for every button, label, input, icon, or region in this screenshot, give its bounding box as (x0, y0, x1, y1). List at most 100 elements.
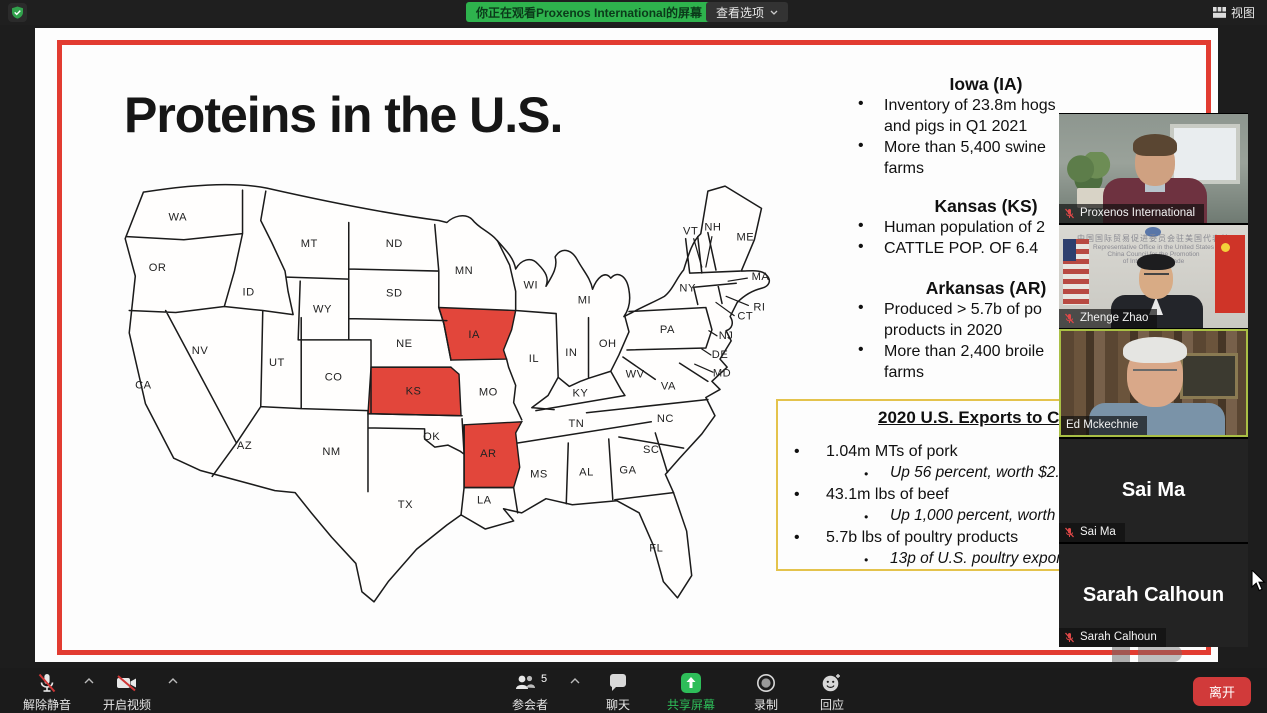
state-label-LA: LA (477, 495, 492, 507)
video-tile-zhenge[interactable]: 中国国际贸易促进委员会驻美国代表处 Representative Office … (1059, 224, 1248, 328)
chevron-down-icon (770, 10, 778, 15)
participant-name-chip: Sai Ma (1059, 523, 1125, 542)
export-item: 43.1m lbs of beef (826, 486, 949, 503)
shared-screen-slide: Proteins in the U.S. WA OR CA NV ID UT AZ MT WY C… (35, 28, 1218, 662)
state-label-GA: GA (619, 464, 636, 476)
export-item-sub: 13p of U.S. poultry export, (890, 550, 1071, 567)
state-label-IL: IL (529, 353, 539, 365)
state-label-OH: OH (599, 338, 617, 350)
state-label-MN: MN (455, 265, 473, 277)
video-tile-saima[interactable]: Sai Ma Sai Ma (1059, 438, 1248, 542)
state-label-VT: VT (683, 226, 698, 238)
participants-button[interactable]: 5 参会者 (511, 673, 548, 712)
state-label-UT: UT (269, 357, 285, 369)
watching-screen-banner: 你正在观看Proxenos International的屏幕 (466, 2, 713, 22)
state-label-NJ: NJ (719, 330, 734, 342)
share-screen-icon (681, 673, 701, 693)
section-iowa: Iowa (IA) • Inventory of 23.8m hogs and … (786, 74, 1186, 179)
participant-name-chip: Ed Mckechnie (1061, 416, 1148, 435)
muted-mic-icon (38, 673, 56, 693)
state-label-CT: CT (737, 311, 753, 323)
us-map: WA OR CA NV ID UT AZ MT WY CO NM ND SD NE KS OK TX MN IA MO… (112, 178, 802, 613)
export-item-sub: Up 1,000 percent, worth $ (890, 507, 1069, 524)
security-shield-icon[interactable] (8, 3, 27, 22)
partial-logo (1108, 643, 1192, 662)
state-label-CO: CO (325, 371, 343, 383)
exports-box-title: 2020 U.S. Exports to Ch (878, 408, 1070, 427)
section-arkansas: Arkansas (AR) • Produced > 5.7b of po pr… (786, 278, 1186, 383)
state-label-ID: ID (243, 286, 255, 298)
state-label-RI: RI (753, 302, 765, 314)
grid-view-icon (1212, 7, 1226, 18)
participant-name-chip: Sarah Calhoun (1059, 628, 1166, 647)
section-heading: Arkansas (AR) (925, 278, 1047, 298)
record-button[interactable]: 录制 (738, 672, 794, 713)
slide-title: Proteins in the U.S. (124, 87, 563, 143)
unmute-button[interactable]: 解除静音 (14, 672, 80, 713)
state-label-IN: IN (565, 347, 577, 359)
state-label-OR: OR (149, 262, 167, 274)
bullet-line: More than 2,400 broile (884, 343, 1045, 360)
participant-panel: Proxenos International 中国国际贸易促进委员会驻美国代表处… (1059, 113, 1248, 647)
bullet-line: Produced > 5.7b of po (884, 301, 1042, 318)
bullet-line: and pigs in Q1 2021 (884, 118, 1028, 135)
bullet-line: farms (884, 364, 924, 381)
chat-button[interactable]: 聊天 (590, 672, 646, 713)
view-label: 视图 (1230, 6, 1255, 20)
top-bar: 你正在观看Proxenos International的屏幕 查看选项 视图 (0, 0, 1267, 25)
participant-display-name: Sai Ma (1121, 479, 1186, 501)
share-screen-button[interactable]: 共享屏幕 (656, 672, 726, 713)
participant-display-name: Sarah Calhoun (1082, 584, 1225, 606)
video-tile-sarah[interactable]: Sarah Calhoun Sarah Calhoun (1059, 543, 1248, 647)
bullet-line: Human population of 2 (884, 219, 1045, 236)
chat-icon (609, 673, 626, 691)
state-label-NV: NV (192, 345, 209, 357)
export-item-sub: Up 56 percent, worth $2.3 (890, 464, 1069, 481)
export-item: 1.04m MTs of pork (826, 443, 958, 460)
state-label-NY: NY (679, 282, 696, 294)
mouse-cursor (1251, 570, 1266, 592)
video-options-caret[interactable] (168, 678, 178, 684)
bullet-line: farms (884, 160, 924, 177)
participant-count: 5 (540, 673, 548, 685)
bullet-line: products in 2020 (884, 322, 1003, 339)
mic-options-caret[interactable] (84, 678, 94, 684)
state-label-KS: KS (406, 385, 422, 397)
state-label-FL: FL (649, 542, 663, 554)
state-label-MI: MI (578, 294, 591, 306)
view-button[interactable]: 视图 (1212, 4, 1255, 21)
state-label-NE: NE (396, 338, 412, 350)
state-label-PA: PA (660, 324, 675, 336)
muted-mic-icon (1065, 313, 1074, 323)
record-icon (757, 674, 775, 692)
participants-caret[interactable] (570, 678, 580, 684)
video-tile-proxenos[interactable]: Proxenos International (1059, 113, 1248, 223)
muted-mic-icon (1065, 527, 1074, 537)
state-label-MT: MT (301, 238, 318, 250)
video-off-icon (117, 675, 136, 692)
state-label-SD: SD (386, 287, 402, 299)
start-video-button[interactable]: 开启视频 (92, 672, 162, 713)
state-label-NH: NH (704, 222, 721, 234)
bullet-line: More than 5,400 swine (884, 139, 1046, 156)
state-label-TN: TN (568, 418, 584, 430)
state-label-KY: KY (572, 388, 588, 400)
state-label-VA: VA (661, 380, 676, 392)
state-label-MA: MA (752, 271, 770, 283)
section-kansas: Kansas (KS) • Human population of 2 • CA… (786, 196, 1186, 259)
meeting-toolbar: 解除静音 开启视频 5 参会者 聊天 (0, 668, 1267, 713)
state-label-WV: WV (626, 368, 645, 380)
exports-box: 2020 U.S. Exports to Ch • 1.04m MTs of po… (776, 399, 1206, 571)
state-label-WY: WY (313, 304, 332, 316)
view-options-button[interactable]: 查看选项 (706, 2, 789, 22)
video-tile-ed-active-speaker[interactable]: Ed Mckechnie (1059, 329, 1248, 437)
section-heading: Kansas (KS) (934, 196, 1038, 216)
state-label-WI: WI (524, 279, 539, 291)
state-label-IA: IA (468, 329, 480, 341)
state-label-AR: AR (480, 448, 496, 460)
reactions-button[interactable]: 回应 (804, 672, 860, 713)
view-options-label: 查看选项 (716, 5, 765, 20)
reactions-icon (822, 674, 840, 692)
leave-button[interactable]: 离开 (1192, 677, 1251, 706)
state-label-NC: NC (657, 413, 674, 425)
